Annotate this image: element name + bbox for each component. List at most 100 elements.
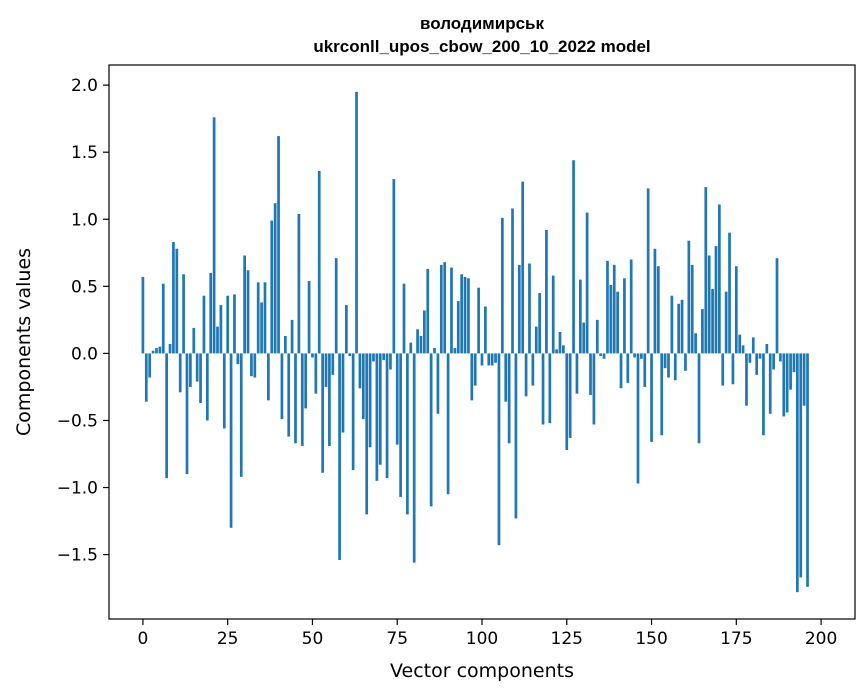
bar-91 (450, 267, 453, 354)
y-axis: −1.5 −1.0 −0.5 0.0 0.5 1.0 1.5 2.0 (57, 76, 109, 566)
bar-158 (677, 303, 681, 354)
bar-55 (328, 353, 331, 446)
bar-101 (484, 306, 487, 354)
bar-155 (667, 353, 670, 378)
bar-116 (534, 326, 538, 354)
bar-79 (409, 342, 413, 354)
bar-63 (355, 91, 358, 354)
bar-36 (263, 282, 267, 354)
bar-52 (317, 170, 321, 354)
bar-152 (656, 266, 660, 354)
bar-13 (185, 353, 189, 475)
bar-110 (514, 353, 518, 519)
bar-81 (416, 329, 419, 354)
bar-112 (521, 181, 525, 354)
bar-73 (389, 353, 392, 370)
bar-32 (250, 353, 253, 377)
bar-1 (144, 353, 148, 402)
bar-167 (707, 255, 711, 354)
x-axis: 0 25 50 75 100 125 150 175 200 (137, 619, 837, 649)
bar-95 (463, 276, 467, 354)
x-axis-label: Vector components (390, 660, 574, 682)
bar-120 (548, 353, 552, 424)
bar-172 (724, 291, 728, 354)
bar-181 (755, 353, 759, 375)
bar-147 (640, 353, 643, 359)
bar-150 (650, 353, 653, 442)
bar-187 (775, 258, 779, 354)
bar-118 (541, 353, 545, 425)
bar-17 (199, 353, 202, 404)
x-tick-label: 25 (217, 629, 239, 649)
bar-185 (768, 353, 772, 414)
bar-123 (558, 331, 562, 354)
bar-42 (283, 335, 287, 354)
bar-64 (358, 353, 362, 389)
bar-7 (165, 353, 168, 479)
bar-69 (375, 353, 379, 481)
bar-162 (690, 264, 694, 354)
bar-19 (205, 353, 209, 421)
bar-166 (704, 187, 708, 354)
bar-50 (311, 353, 314, 358)
y-tick-label: −0.5 (57, 411, 98, 431)
bar-16 (195, 353, 199, 382)
bar-93 (456, 301, 460, 354)
bar-97 (470, 353, 474, 401)
bar-47 (300, 353, 304, 446)
bar-89 (443, 262, 447, 354)
bar-107 (504, 353, 508, 402)
bar-108 (507, 353, 511, 444)
bar-9 (172, 242, 175, 354)
bar-176 (738, 334, 742, 354)
bar-179 (748, 353, 752, 363)
bar-196 (806, 353, 809, 587)
bar-18 (202, 295, 206, 354)
bar-77 (402, 283, 406, 354)
bar-136 (602, 353, 606, 359)
bar-78 (406, 353, 409, 515)
bar-68 (372, 353, 375, 362)
bar-58 (338, 353, 341, 560)
bar-111 (517, 264, 521, 354)
bar-53 (321, 353, 324, 473)
bar-54 (324, 353, 328, 387)
bar-186 (772, 353, 775, 370)
bar-194 (799, 353, 803, 578)
bar-51 (314, 353, 318, 394)
bar-67 (368, 353, 372, 448)
chart-title: володимирськ (420, 14, 544, 33)
bar-104 (494, 353, 497, 363)
bar-132 (589, 353, 592, 395)
bar-131 (585, 212, 589, 354)
x-tick-label: 150 (635, 629, 667, 649)
bar-34 (256, 282, 260, 354)
bar-71 (382, 353, 386, 361)
bar-171 (721, 353, 725, 386)
bar-133 (592, 353, 596, 425)
bar-182 (758, 353, 762, 359)
bar-170 (718, 204, 721, 354)
bar-139 (612, 264, 616, 354)
bar-114 (528, 263, 531, 354)
bar-87 (436, 353, 440, 414)
bar-56 (331, 353, 335, 375)
bar-153 (660, 353, 664, 436)
x-tick-label: 125 (551, 629, 583, 649)
bar-41 (280, 353, 284, 420)
bar-115 (531, 353, 535, 386)
bar-98 (473, 353, 477, 386)
bar-45 (294, 353, 297, 444)
bar-100 (480, 353, 484, 366)
bar-74 (392, 179, 396, 354)
bar-129 (578, 279, 582, 354)
bar-160 (684, 353, 687, 371)
bar-57 (334, 258, 338, 354)
bar-183 (762, 353, 765, 436)
bar-124 (562, 345, 565, 354)
bar-169 (714, 246, 718, 354)
bar-5 (158, 346, 162, 354)
bar-154 (663, 353, 667, 369)
chart-subtitle: ukrconll_upos_cbow_200_10_2022 model (313, 37, 650, 56)
